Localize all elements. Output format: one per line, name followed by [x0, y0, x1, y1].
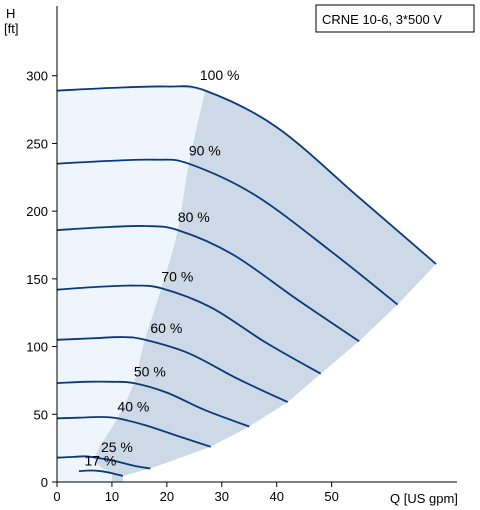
operating-regions: [57, 86, 436, 483]
curve-labels: 100 % 90 % 80 % 70 % 60 % 50 % 40 % 25 %17 %: [84, 67, 239, 469]
curve-label: 80 %: [178, 209, 210, 225]
curve-50-percent: [56, 380, 250, 428]
y-axis-title-line1: H: [6, 6, 15, 21]
curve-40-percent: [56, 416, 212, 448]
curve-25-percent: [56, 455, 151, 470]
y-tick-label: 300: [26, 69, 48, 84]
x-tick-label: 40: [269, 489, 283, 504]
curve-label: 17 %: [84, 453, 116, 469]
x-tick-label: 30: [215, 489, 229, 504]
y-tick-label: 0: [41, 475, 48, 490]
x-tick-label: 10: [105, 489, 119, 504]
curve-70-percent: [56, 284, 322, 375]
y-tick-label: 100: [26, 340, 48, 355]
chart-title: CRNE 10-6, 3*500 V: [322, 12, 442, 27]
y-axis-title-line2: [ft]: [4, 21, 18, 36]
x-tick-label: 20: [160, 489, 174, 504]
curve-label: 100 %: [200, 67, 240, 83]
title-box: [315, 4, 475, 33]
curve-label: 70 %: [161, 269, 193, 285]
x-axis-ticks: 0 10 20 30 40 50: [53, 482, 339, 504]
y-tick-label: 50: [34, 407, 48, 422]
curve-label: 25 %: [101, 439, 133, 455]
y-tick-label: 150: [26, 272, 48, 287]
pump-curves: [56, 85, 437, 477]
y-tick-label: 250: [26, 136, 48, 151]
y-axis-ticks: 0 50 100 150 200 250 300: [26, 69, 57, 490]
x-tick-label: 0: [53, 489, 60, 504]
curve-90-percent: [56, 158, 399, 306]
curve-label: 50 %: [134, 363, 166, 379]
curve-label: 40 %: [117, 399, 149, 415]
curve-17-percent: [78, 469, 124, 477]
curve-label: 60 %: [150, 320, 182, 336]
x-tick-label: 50: [324, 489, 338, 504]
curve-60-percent: [56, 336, 289, 403]
inner-operating-region: [57, 86, 206, 483]
y-tick-label: 200: [26, 204, 48, 219]
curve-100-percent: [56, 85, 437, 265]
curve-label: 90 %: [189, 143, 221, 159]
x-axis-title: Q [US gpm]: [390, 491, 458, 506]
curve-80-percent: [56, 225, 360, 342]
axes: [56, 6, 457, 483]
